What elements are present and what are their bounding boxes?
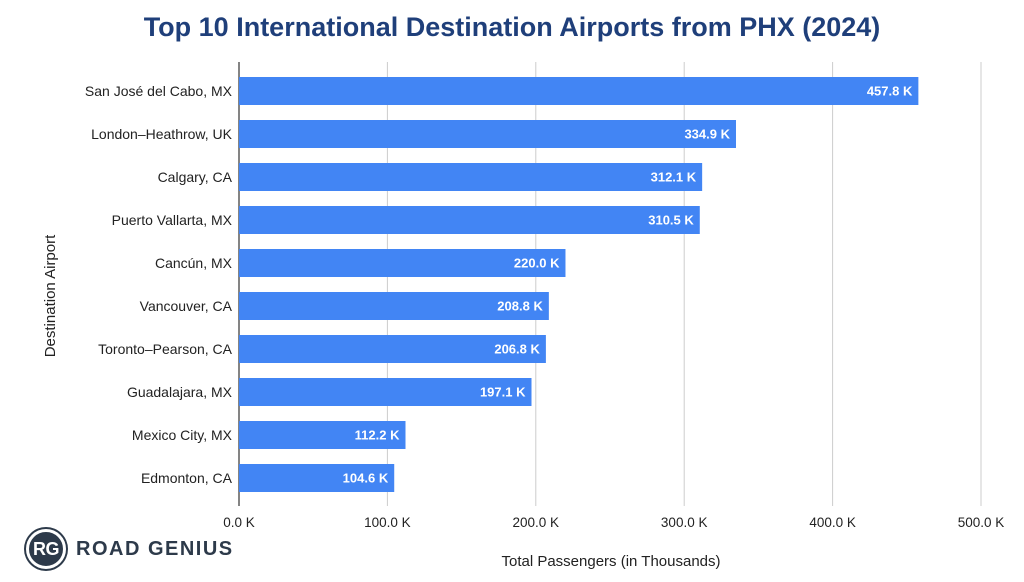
- bar-data-label: 208.8 K: [497, 299, 543, 314]
- bar-data-label: 197.1 K: [480, 385, 526, 400]
- bar-data-label: 206.8 K: [494, 342, 540, 357]
- x-tick-label: 0.0 K: [223, 515, 255, 530]
- x-tick-label: 100.0 K: [364, 515, 411, 530]
- bar: [239, 249, 566, 277]
- bar-data-label: 310.5 K: [648, 213, 694, 228]
- bar-data-label: 104.6 K: [343, 471, 389, 486]
- bar-data-label: 334.9 K: [684, 127, 730, 142]
- bar: [239, 77, 919, 105]
- category-label: Calgary, CA: [158, 169, 233, 185]
- category-label: Edmonton, CA: [141, 470, 233, 486]
- category-labels: San José del Cabo, MX London–Heathrow, UK…: [85, 83, 233, 486]
- x-tick-labels: 0.0 K 100.0 K 200.0 K 300.0 K 400.0 K 500.0 K: [223, 515, 1004, 530]
- category-label: Cancún, MX: [155, 255, 233, 271]
- chart-title: Top 10 International Destination Airport…: [144, 12, 881, 42]
- category-label: Guadalajara, MX: [127, 384, 233, 400]
- category-label: London–Heathrow, UK: [91, 126, 233, 142]
- bar: [239, 378, 532, 406]
- bar: [239, 206, 700, 234]
- category-label: Toronto–Pearson, CA: [98, 341, 233, 357]
- bar: [239, 335, 546, 363]
- bar: [239, 163, 703, 191]
- bar-data-label: 220.0 K: [514, 256, 560, 271]
- category-label: San José del Cabo, MX: [85, 83, 233, 99]
- x-tick-label: 300.0 K: [661, 515, 708, 530]
- x-tick-label: 400.0 K: [809, 515, 856, 530]
- y-axis-title: Destination Airport: [42, 234, 59, 357]
- bar: [239, 292, 549, 320]
- category-label: Mexico City, MX: [132, 427, 233, 443]
- category-label: Vancouver, CA: [140, 298, 233, 314]
- bar: [239, 464, 395, 492]
- bar-data-label: 112.2 K: [355, 428, 400, 443]
- road-genius-logo: RG ROAD GENIUS: [26, 528, 234, 570]
- bar: [239, 421, 406, 449]
- x-tick-label: 200.0 K: [513, 515, 560, 530]
- category-label: Puerto Vallarta, MX: [112, 212, 233, 228]
- x-axis-title: Total Passengers (in Thousands): [501, 553, 720, 570]
- bars: 457.8 K 334.9 K 312.1 K 310.5 K 220.0 K 208.8…: [239, 77, 919, 492]
- bar-data-label: 312.1 K: [651, 170, 697, 185]
- bar: [239, 120, 736, 148]
- logo-text: ROAD GENIUS: [76, 537, 234, 560]
- x-tick-label: 500.0 K: [958, 515, 1005, 530]
- logo-badge: RG: [26, 529, 66, 569]
- bar-data-label: 457.8 K: [867, 84, 913, 99]
